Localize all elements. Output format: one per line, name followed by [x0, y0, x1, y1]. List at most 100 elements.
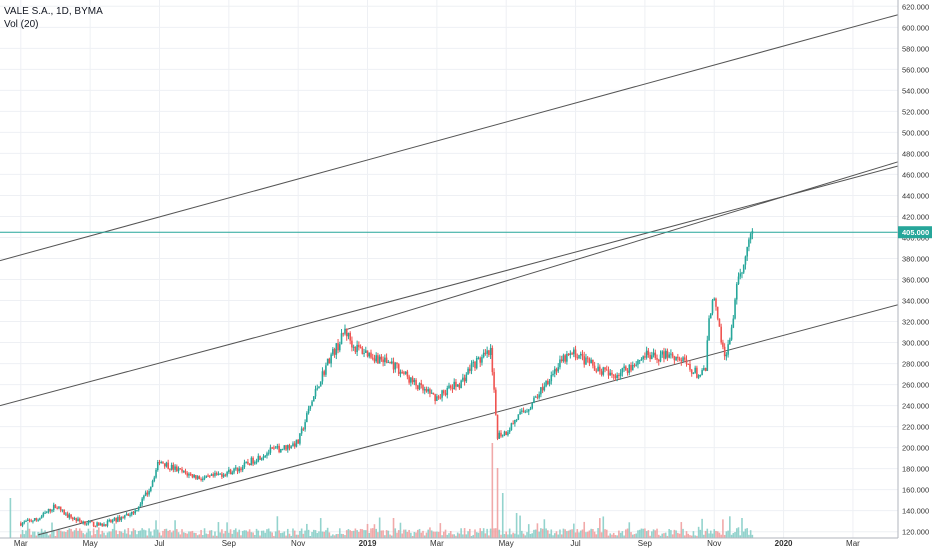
candle-body: [254, 462, 256, 464]
volume-bar: [709, 530, 712, 538]
candle-body: [420, 383, 423, 385]
candle-body: [649, 354, 651, 359]
candle-body: [455, 381, 457, 387]
candle-body: [404, 371, 407, 374]
volume-bar: [153, 529, 156, 538]
candle-body: [673, 356, 676, 361]
candle-body: [359, 347, 362, 349]
volume-bar: [687, 533, 690, 538]
volume-bar: [319, 518, 322, 538]
trendline[interactable]: [0, 165, 899, 407]
candle-body: [300, 428, 303, 434]
volume-bar: [297, 534, 299, 538]
volume-bar: [219, 532, 221, 538]
candle-body: [42, 513, 45, 517]
volume-bar: [20, 534, 22, 538]
candle-body: [482, 352, 485, 358]
candle-body: [453, 381, 456, 390]
volume-bar: [739, 535, 742, 538]
volume-bar: [429, 527, 431, 538]
volume-bar: [198, 534, 201, 538]
volume-bar: [46, 532, 48, 538]
trendline[interactable]: [344, 161, 899, 331]
y-tick-label: 240.000: [902, 402, 929, 411]
volume-bars: [9, 443, 754, 538]
volume-bar: [240, 535, 242, 538]
candle-body: [427, 389, 429, 392]
candle-body: [377, 355, 379, 364]
candle-body: [491, 347, 494, 373]
candle-body: [384, 357, 386, 363]
volume-bar: [150, 531, 152, 538]
volume-bar: [403, 529, 405, 538]
legend-volume-indicator[interactable]: Vol (20): [4, 19, 39, 30]
volume-bar: [70, 528, 72, 538]
candle-body: [638, 360, 641, 362]
candle-body: [321, 371, 324, 382]
candle-body: [640, 359, 643, 361]
volume-bar: [269, 531, 272, 538]
candle-body: [647, 350, 650, 355]
volume-bar: [387, 530, 390, 538]
volume-bar: [264, 532, 267, 538]
volume-bar: [621, 531, 624, 538]
candle-body: [583, 356, 586, 365]
candle-body: [425, 388, 428, 392]
candle-body: [521, 410, 523, 412]
candle-body: [706, 340, 709, 371]
volume-bar: [91, 535, 93, 538]
volume-bar: [661, 533, 664, 538]
candle-body: [720, 326, 722, 343]
x-tick-label: Sep: [222, 539, 237, 548]
volume-bar: [276, 516, 279, 538]
volume-bar: [534, 529, 537, 538]
candle-body: [118, 516, 121, 521]
candle-body: [451, 387, 454, 390]
candle-body: [144, 492, 147, 496]
candle-body: [557, 367, 560, 372]
candle-body: [117, 516, 119, 522]
candle-body: [413, 379, 416, 383]
volume-bar: [380, 530, 383, 538]
candle-body: [387, 361, 390, 363]
volume-bar: [267, 528, 270, 538]
candle-body: [98, 522, 100, 526]
candle-body: [286, 445, 289, 450]
volume-bar: [694, 535, 696, 538]
y-tick-label: 460.000: [902, 170, 929, 179]
candle-body: [28, 519, 31, 521]
volume-bar: [214, 531, 216, 538]
candle-body: [169, 468, 171, 470]
volume-bar: [734, 531, 736, 538]
volume-bar: [668, 529, 670, 538]
legend-symbol[interactable]: VALE S.A., 1D, BYMA: [4, 6, 103, 17]
candle-body: [522, 410, 525, 413]
x-tick-label: 2019: [359, 539, 377, 548]
candle-body: [697, 375, 700, 378]
volume-bar: [325, 530, 327, 538]
candle-body: [366, 350, 369, 357]
y-tick-label: 620.000: [902, 2, 929, 11]
volume-bar: [727, 530, 729, 538]
candle-body: [103, 524, 105, 527]
volume-bar: [540, 528, 542, 538]
trendline[interactable]: [0, 14, 899, 262]
candle-body: [222, 474, 225, 477]
y-tick-label: 340.000: [902, 297, 929, 306]
candle-body: [475, 357, 478, 369]
candle-body: [540, 387, 542, 395]
volume-bar: [732, 533, 735, 538]
candle-body: [37, 519, 39, 521]
candle-body: [196, 476, 199, 479]
volume-bar: [226, 522, 228, 538]
candle-body: [51, 510, 53, 512]
candle-body: [703, 368, 705, 370]
volume-bar: [493, 528, 495, 538]
volume-bar: [434, 531, 436, 538]
candle-body: [704, 368, 707, 371]
candle-body: [474, 361, 476, 369]
volume-bar: [579, 530, 582, 538]
trendline[interactable]: [38, 304, 899, 536]
candle-body: [441, 390, 443, 398]
